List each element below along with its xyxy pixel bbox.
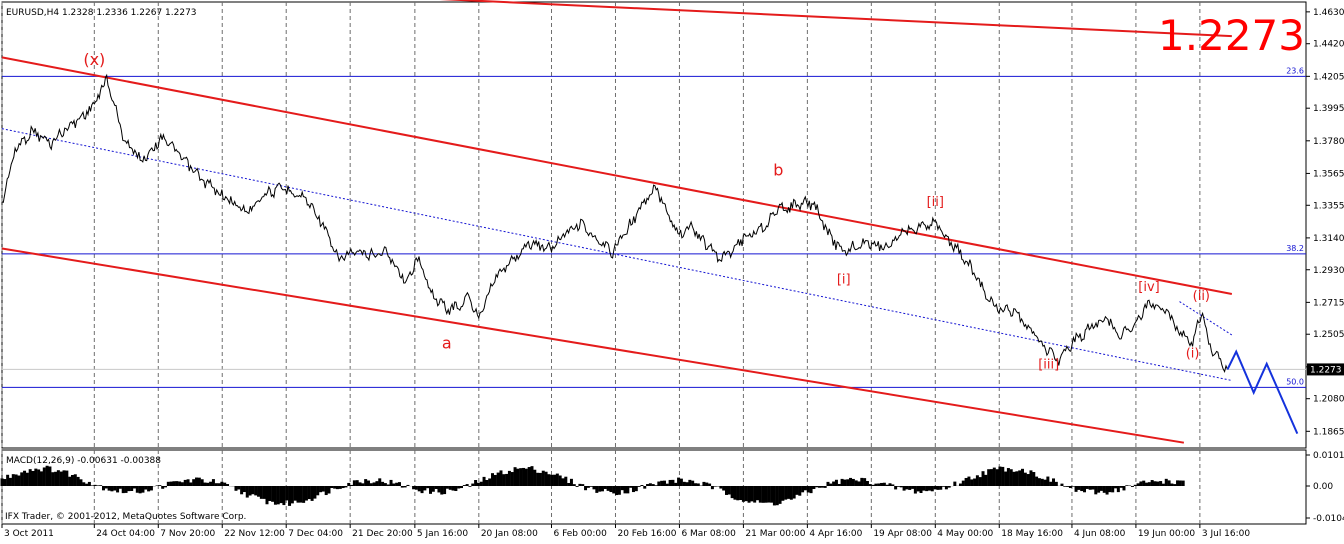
trendlines xyxy=(1,0,1233,444)
price-line xyxy=(1,73,1228,373)
trendline-channel-upper xyxy=(1,56,1233,296)
macd-tick-label: 0.00 xyxy=(1313,482,1333,492)
macd-tick-label: -0.0104 xyxy=(1313,514,1344,524)
y-tick-label: 1.4420 xyxy=(1313,40,1344,50)
x-tick-label: 19 Apr 08:00 xyxy=(873,529,932,539)
y-tick-label: 1.2930 xyxy=(1313,266,1344,276)
fib-level-label: 38.2 xyxy=(1286,244,1304,253)
macd-histogram xyxy=(0,465,1185,506)
wave-label: [i] xyxy=(837,272,851,287)
wave-label: (i) xyxy=(1186,347,1200,362)
macd-tick-label: 0.0101 xyxy=(1313,451,1344,461)
trendline-dotted-mid xyxy=(1,128,1232,381)
x-tick-label: 6 Mar 08:00 xyxy=(681,529,736,539)
y-tick-label: 1.1865 xyxy=(1313,427,1344,437)
wave-label: (ii) xyxy=(1193,289,1210,304)
x-tick-label: 7 Nov 20:00 xyxy=(160,529,215,539)
x-tick-label: 3 Jul 16:00 xyxy=(1202,529,1251,539)
y-tick-label: 1.2715 xyxy=(1313,298,1344,308)
x-tick-label: 20 Jan 08:00 xyxy=(481,529,538,539)
trendline-top-line xyxy=(439,0,1232,38)
big-price-label: 1.2273 xyxy=(1158,11,1305,60)
current-price-box xyxy=(1307,363,1344,376)
trendline-channel-lower xyxy=(1,247,1185,444)
x-tick-label: 4 May 00:00 xyxy=(937,529,993,539)
y-tick-label: 1.3995 xyxy=(1313,104,1344,114)
y-tick-label: 1.3780 xyxy=(1313,137,1344,147)
y-tick-label: 1.4630 xyxy=(1313,8,1344,18)
x-tick-label: 22 Nov 12:00 xyxy=(224,529,285,539)
y-tick-label: 1.4205 xyxy=(1313,72,1344,82)
macd-axis: 0.0101 0.00 -0.0104 xyxy=(1306,451,1344,524)
wave-label: [ii] xyxy=(927,195,944,210)
y-tick-label: 1.3355 xyxy=(1313,201,1344,211)
projection-line xyxy=(1226,349,1299,435)
x-tick-label: 5 Jan 16:00 xyxy=(417,529,469,539)
y-tick-label: 1.2080 xyxy=(1313,395,1344,405)
x-tick-label: 4 Jun 08:00 xyxy=(1074,529,1126,539)
x-tick-label: 7 Dec 04:00 xyxy=(288,529,343,539)
x-tick-label: 21 Mar 00:00 xyxy=(745,529,805,539)
x-tick-label: 3 Oct 2011 xyxy=(4,529,54,539)
price-axis[interactable]: 1.4630 1.4420 1.4205 1.3995 1.3780 1.3565 1.33… xyxy=(1306,8,1344,437)
wave-labels: (x) a b [ii] [i] [iii] [iv] (ii) (i) xyxy=(83,50,1210,372)
symbol-header: EURUSD,H4 1.2328 1.2336 1.2267 1.2273 xyxy=(6,8,197,18)
y-tick-label: 1.3140 xyxy=(1313,234,1344,244)
wave-label: (x) xyxy=(83,50,105,69)
x-tick-label: 20 Feb 16:00 xyxy=(617,529,676,539)
x-tick-label: 21 Dec 20:00 xyxy=(352,529,413,539)
fib-level-label: 23.6 xyxy=(1286,66,1304,75)
wave-label: [iii] xyxy=(1038,357,1059,372)
current-price-label: 1.2273 xyxy=(1310,365,1342,375)
x-tick-label: 4 Apr 16:00 xyxy=(809,529,862,539)
y-tick-label: 1.2505 xyxy=(1313,330,1344,340)
projection-group xyxy=(1226,349,1299,435)
wave-label: a xyxy=(442,334,452,353)
wave-label: [iv] xyxy=(1138,280,1159,295)
x-tick-label: 24 Oct 04:00 xyxy=(96,529,155,539)
wave-label: b xyxy=(773,161,783,180)
x-tick-label: 18 May 16:00 xyxy=(1001,529,1063,539)
x-tick-label: 19 Jun 00:00 xyxy=(1138,529,1195,539)
macd-label: MACD(12,26,9) -0.00631 -0.00388 xyxy=(6,456,161,466)
price-line-group xyxy=(1,73,1228,373)
copyright-text: IFX Trader, © 2001-2012, MetaQuotes Soft… xyxy=(5,512,246,522)
grid-lines xyxy=(1,2,1306,524)
main-pane-border xyxy=(1,1,1307,449)
y-tick-label: 1.3565 xyxy=(1313,169,1344,179)
time-axis[interactable]: 3 Oct 2011 24 Oct 04:00 7 Nov 20:00 22 Nov … xyxy=(1,524,1251,539)
fib-level-label: 50.0 xyxy=(1286,377,1304,386)
x-tick-label: 6 Feb 00:00 xyxy=(554,529,608,539)
fib-levels: 23.6 38.2 50.0 xyxy=(2,66,1306,388)
